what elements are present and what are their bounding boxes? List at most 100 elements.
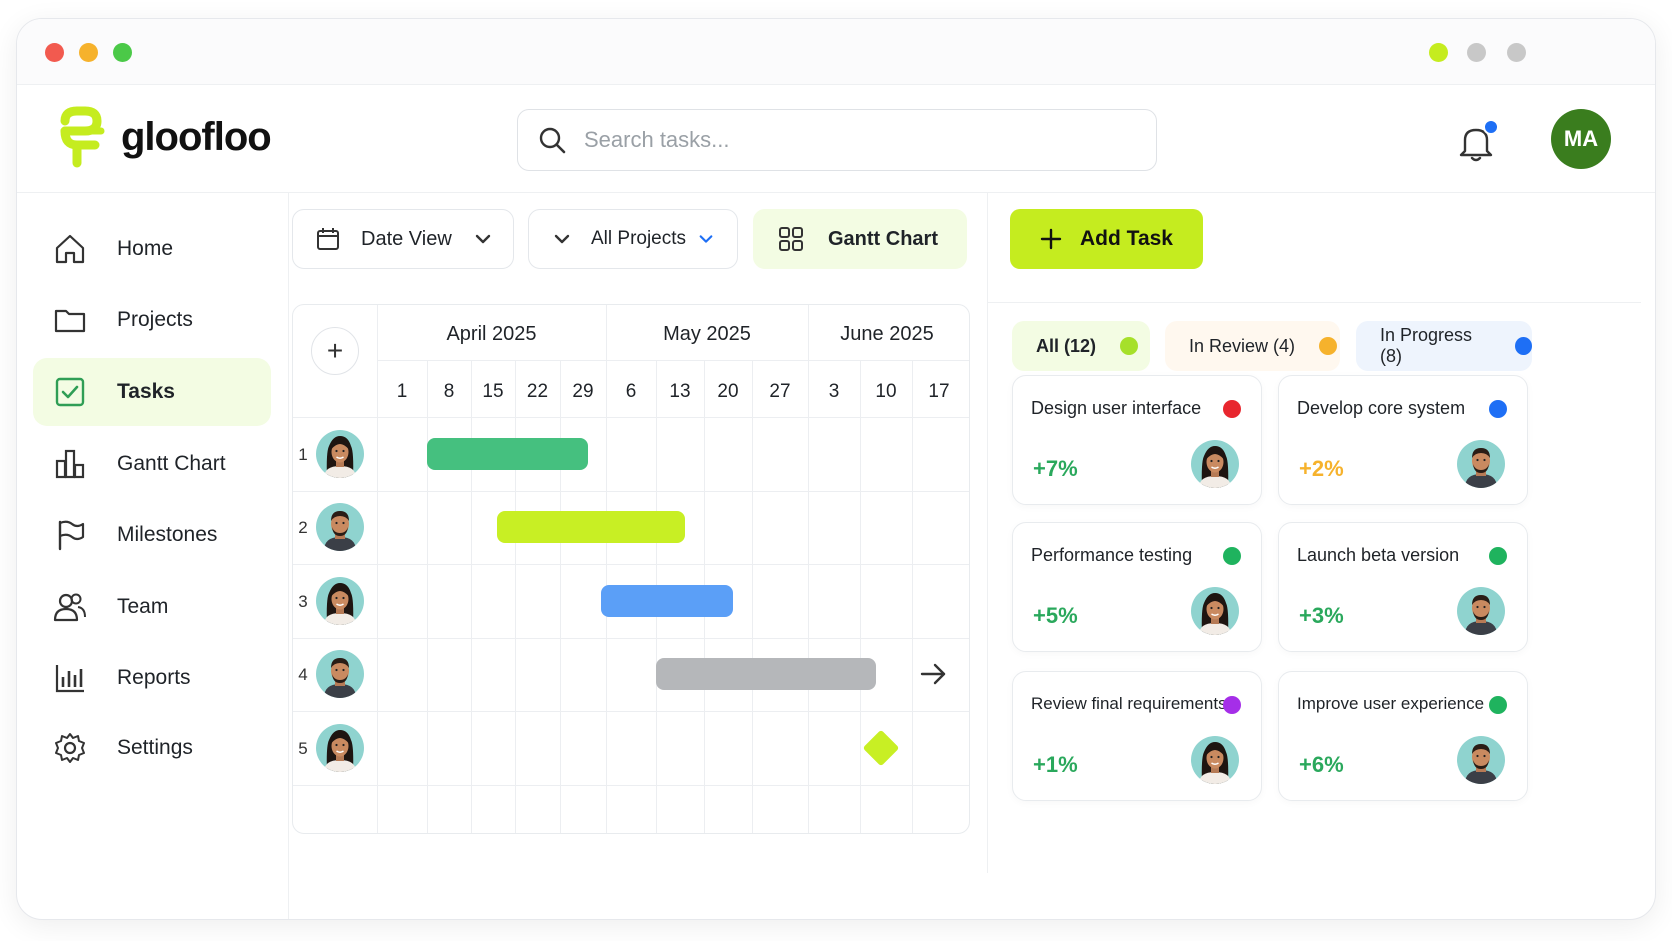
sidebar-item-projects[interactable]: Projects (33, 286, 271, 354)
row-number: 3 (298, 591, 308, 611)
task-card[interactable]: Develop core system +2% (1278, 375, 1528, 505)
chevron-down-icon (475, 234, 490, 244)
add-row-button[interactable]: + (311, 327, 359, 375)
plus-icon (1040, 228, 1062, 250)
search-input[interactable] (584, 127, 1124, 153)
assignee-avatar[interactable] (1191, 440, 1239, 488)
gantt-chart-label: Gantt Chart (828, 227, 938, 250)
reports-icon (53, 661, 87, 695)
task-bar[interactable] (656, 658, 876, 691)
status-dot (1120, 337, 1139, 355)
assignee-avatar[interactable] (316, 650, 364, 699)
task-progress-change: +3% (1299, 603, 1344, 628)
month-label: April 2025 (446, 323, 537, 345)
sidebar-item-home[interactable]: Home (33, 215, 271, 283)
grid-line (860, 360, 861, 833)
filter-label: In Progress (8) (1380, 325, 1473, 366)
assignee-avatar[interactable] (1191, 587, 1239, 635)
task-progress-change: +2% (1299, 456, 1344, 481)
sidebar: Home Projects Tasks Gantt Chart Mileston… (17, 193, 289, 919)
user-avatar[interactable]: MA (1551, 109, 1611, 169)
sidebar-item-label: Team (117, 595, 169, 618)
sidebar-item-team[interactable]: Team (33, 573, 271, 641)
gantt-chart-view-button[interactable]: Gantt Chart (753, 209, 967, 269)
day-label: 1 (396, 381, 408, 402)
sidebar-item-label: Home (117, 237, 174, 260)
task-progress-change: +7% (1033, 456, 1078, 481)
assignee-avatar[interactable] (316, 429, 364, 478)
notifications-button[interactable] (1457, 119, 1501, 163)
grid-line (377, 305, 378, 833)
row-number: 2 (298, 518, 308, 538)
grid-line (293, 564, 969, 565)
task-card[interactable]: Launch beta version +3% (1278, 522, 1528, 652)
minimize-window-button[interactable] (79, 43, 98, 62)
app-name: gloofloo (121, 114, 272, 159)
task-title: Performance testing (1031, 545, 1193, 565)
status-dot (1223, 696, 1241, 714)
status-dot (1489, 547, 1507, 565)
sidebar-item-tasks[interactable]: Tasks (33, 358, 271, 426)
month-label: May 2025 (663, 323, 751, 345)
sidebar-item-gantt-chart[interactable]: Gantt Chart (33, 430, 271, 498)
assignee-avatar[interactable] (1191, 736, 1239, 784)
app-window: gloofloo MA Home Projects Tasks Gantt Ch… (16, 18, 1656, 920)
task-card[interactable]: Performance testing +5% (1012, 522, 1262, 652)
gear-icon (53, 731, 87, 765)
status-dot (1223, 547, 1241, 565)
grid-line (808, 305, 809, 833)
filter-in-progress[interactable]: In Progress (8) (1356, 321, 1532, 371)
assignee-avatar[interactable] (316, 503, 364, 552)
grid-line (515, 360, 516, 833)
all-projects-dropdown[interactable]: All Projects (528, 209, 738, 269)
grid-line (606, 305, 607, 833)
task-bar[interactable] (427, 437, 588, 470)
task-card[interactable]: Review final requirements +1% (1012, 671, 1262, 801)
row-number: 1 (298, 444, 308, 464)
grid-line (293, 711, 969, 712)
assignee-avatar[interactable] (316, 723, 364, 772)
assignee-avatar[interactable] (1457, 440, 1505, 488)
day-label: 29 (572, 381, 594, 402)
close-window-button[interactable] (45, 43, 64, 62)
status-dot (1489, 400, 1507, 418)
assignee-avatar[interactable] (1457, 736, 1505, 784)
arrow-right-icon[interactable] (919, 660, 949, 688)
grid-line (752, 360, 753, 833)
grid-line (293, 490, 969, 492)
sidebar-item-milestones[interactable]: Milestones (33, 501, 271, 569)
add-task-button[interactable]: Add Task (1010, 209, 1203, 269)
filter-all[interactable]: All (12) (1012, 321, 1150, 371)
task-bar[interactable] (497, 511, 685, 544)
task-card[interactable]: Design user interface +7% (1012, 375, 1262, 505)
task-title: Review final requirements (1031, 694, 1227, 713)
task-card[interactable]: Improve user experience +6% (1278, 671, 1528, 801)
window-status-dot (1507, 43, 1526, 62)
assignee-avatar[interactable] (1457, 587, 1505, 635)
sidebar-item-label: Milestones (117, 523, 218, 546)
task-title: Improve user experience (1297, 694, 1485, 713)
window-status-dot (1467, 43, 1486, 62)
date-view-dropdown[interactable]: Date View (292, 209, 514, 269)
logo[interactable]: gloofloo (55, 105, 272, 169)
task-bar[interactable] (601, 584, 733, 617)
assignee-avatar[interactable] (316, 576, 364, 625)
day-label: 6 (625, 381, 637, 402)
checkbox-icon (53, 375, 87, 409)
milestone-marker[interactable] (862, 729, 900, 767)
task-progress-change: +5% (1033, 603, 1078, 628)
day-label: 15 (482, 381, 504, 402)
search-icon (539, 127, 566, 154)
day-label: 3 (828, 381, 840, 402)
filter-label: All (12) (1036, 335, 1097, 356)
task-title: Develop core system (1297, 398, 1466, 418)
row-number: 5 (298, 738, 308, 758)
filter-in-review[interactable]: In Review (4) (1165, 321, 1340, 371)
sidebar-item-reports[interactable]: Reports (33, 644, 271, 712)
sidebar-item-settings[interactable]: Settings (33, 714, 271, 782)
search-box[interactable] (517, 109, 1157, 171)
day-label: 8 (443, 381, 455, 402)
maximize-window-button[interactable] (113, 43, 132, 62)
filter-label: In Review (4) (1189, 335, 1296, 356)
grid-line (293, 417, 969, 418)
